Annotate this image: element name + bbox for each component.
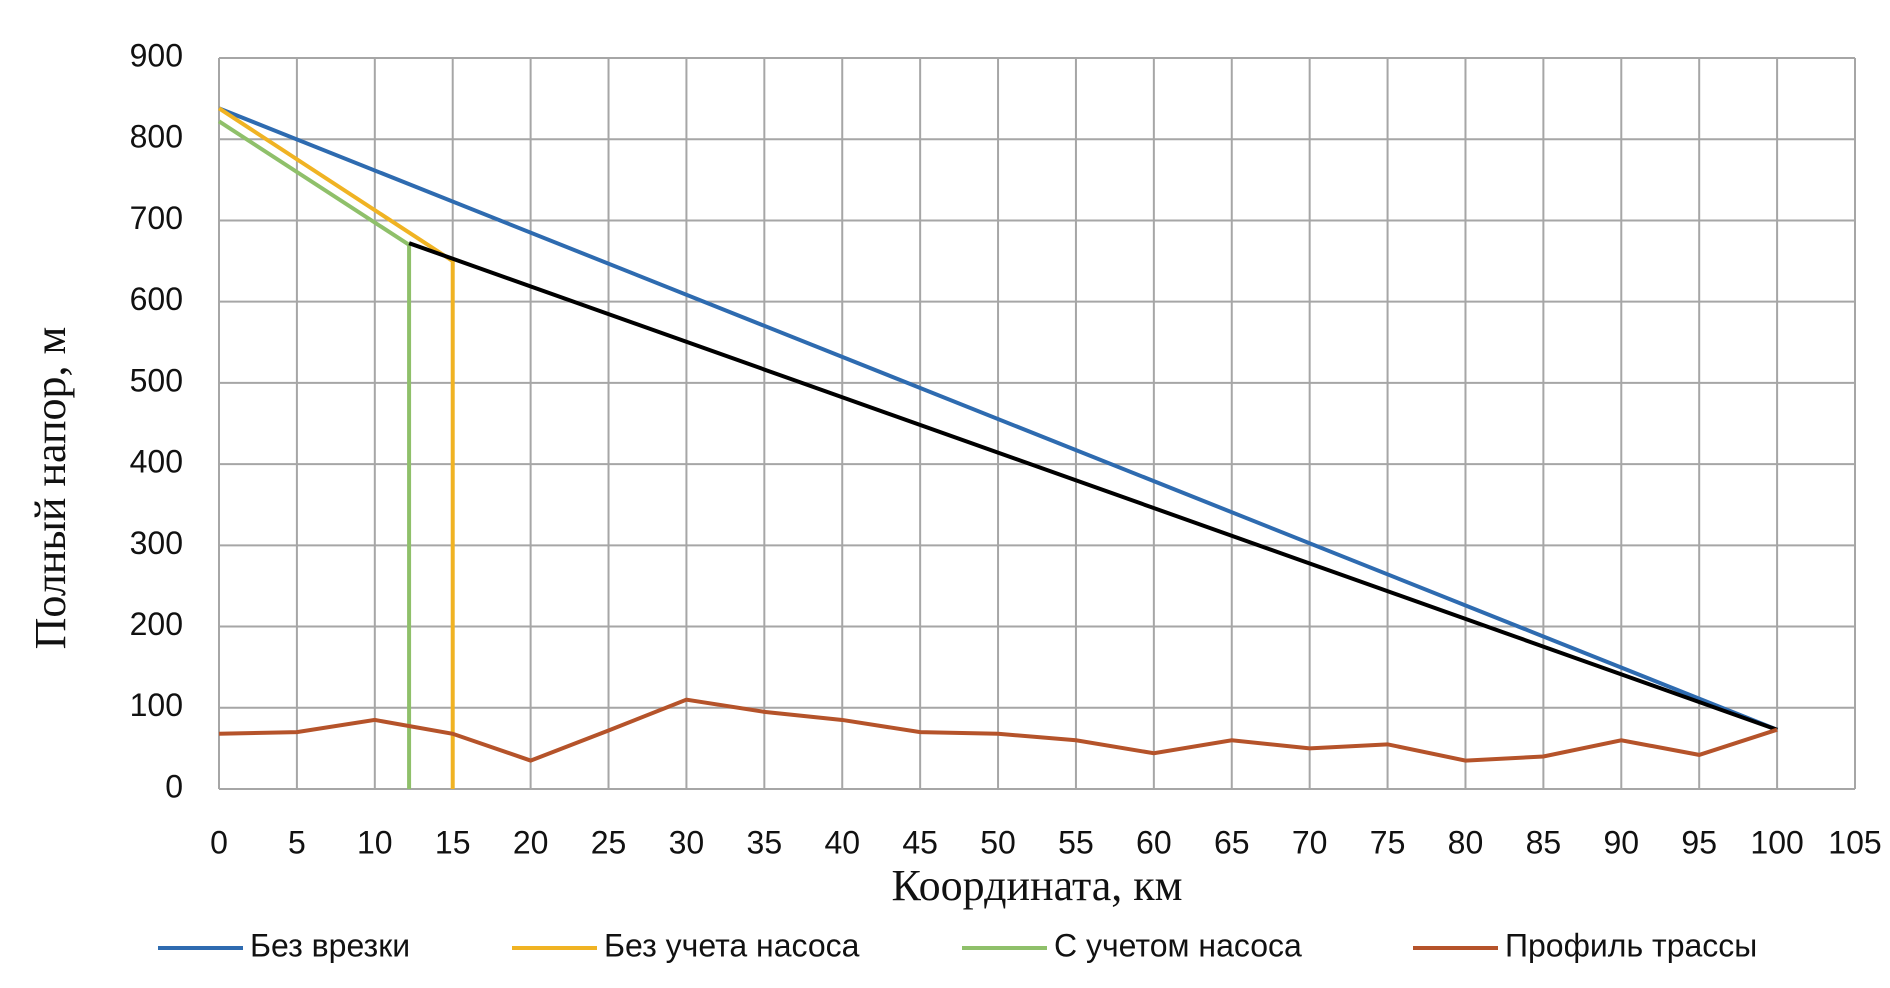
x-tick-label: 105 <box>1828 824 1881 860</box>
y-tick-label: 200 <box>130 606 183 642</box>
x-tick-label: 65 <box>1214 824 1250 860</box>
legend-label: Профиль трассы <box>1505 927 1757 963</box>
series-line <box>408 241 1778 732</box>
legend-label: Без учета насоса <box>604 927 860 963</box>
x-tick-label: 20 <box>513 824 549 860</box>
legend-label: Без врезки <box>250 927 410 963</box>
series-line <box>218 106 1778 732</box>
y-tick-label: 0 <box>165 768 183 804</box>
x-tick-label: 40 <box>824 824 860 860</box>
x-tick-label: 100 <box>1750 824 1803 860</box>
y-tick-label: 600 <box>130 281 183 317</box>
y-tick-label: 800 <box>130 119 183 155</box>
legend-label: С учетом насоса <box>1054 927 1302 963</box>
y-tick-label: 300 <box>130 525 183 561</box>
x-tick-label: 80 <box>1448 824 1484 860</box>
x-tick-label: 10 <box>357 824 393 860</box>
x-axis-label: Координата, км <box>892 861 1183 910</box>
x-tick-label: 45 <box>902 824 938 860</box>
x-tick-label: 60 <box>1136 824 1172 860</box>
x-tick-label: 50 <box>980 824 1016 860</box>
x-tick-label: 95 <box>1681 824 1717 860</box>
y-tick-label: 100 <box>130 687 183 723</box>
x-tick-label: 35 <box>747 824 783 860</box>
x-tick-label: 85 <box>1526 824 1562 860</box>
series-line <box>217 119 412 789</box>
x-tick-label: 0 <box>210 824 228 860</box>
x-tick-label: 90 <box>1603 824 1639 860</box>
series-line <box>218 697 1778 763</box>
y-tick-label: 400 <box>130 444 183 480</box>
y-axis-label: Полный напор, м <box>26 327 75 650</box>
x-tick-label: 55 <box>1058 824 1094 860</box>
x-tick-label: 30 <box>669 824 705 860</box>
x-tick-label: 5 <box>288 824 306 860</box>
y-tick-label: 700 <box>130 200 183 236</box>
series-line <box>217 106 455 789</box>
y-tick-label: 500 <box>130 362 183 398</box>
x-tick-label: 70 <box>1292 824 1328 860</box>
x-tick-label: 75 <box>1370 824 1406 860</box>
x-tick-label: 25 <box>591 824 627 860</box>
y-tick-label: 900 <box>130 37 183 73</box>
x-tick-label: 15 <box>435 824 471 860</box>
